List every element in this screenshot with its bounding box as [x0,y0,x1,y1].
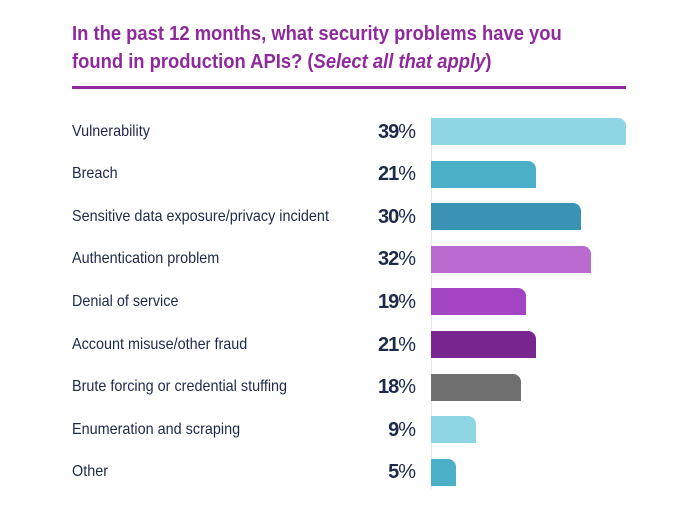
value-label: 21% [360,334,416,356]
bar [431,373,521,401]
value-unit: % [398,376,416,399]
category-label: Vulnerability [72,122,150,140]
title-end: ) [485,51,492,73]
category-label: Enumeration and scraping [72,420,241,438]
chart-title: In the past 12 months, what security pro… [72,20,587,76]
value-unit: % [398,248,416,271]
title-italic: Select all that apply [313,51,486,73]
value-number: 19 [377,290,399,313]
category-label: Account misuse/other fraud [72,335,248,353]
bar [431,288,526,316]
value-number: 32 [377,248,399,271]
value-unit: % [398,205,416,228]
bar [431,245,591,273]
value-label: 39% [360,121,416,143]
title-divider [72,86,626,89]
value-unit: % [398,333,416,356]
title-main: In the past 12 months, what security pro… [72,23,562,73]
category-label: Authentication problem [72,250,220,268]
value-number: 18 [377,376,399,399]
value-number: 30 [377,205,399,228]
value-unit: % [398,290,416,313]
value-label: 18% [360,376,416,398]
bar [431,203,581,231]
category-label: Other [72,463,109,481]
bar [431,458,456,486]
category-label: Brute forcing or credential stuffing [72,378,288,396]
bar [431,331,536,358]
bar [431,160,536,188]
category-label: Sensitive data exposure/privacy incident [72,207,329,225]
category-label: Denial of service [72,292,179,310]
bar [431,416,476,444]
value-number: 21 [377,333,399,356]
value-unit: % [398,461,416,484]
value-unit: % [398,418,416,441]
category-label: Breach [72,165,118,183]
value-unit: % [398,120,416,143]
value-label: 32% [360,248,416,270]
value-label: 21% [360,163,416,185]
bar [431,118,626,145]
value-label: 5% [360,461,416,483]
value-number: 39 [377,120,399,143]
value-number: 21 [377,163,399,186]
value-number: 5 [388,461,399,484]
value-label: 9% [360,419,416,441]
value-unit: % [398,163,416,186]
value-label: 19% [360,291,416,313]
value-label: 30% [360,206,416,228]
value-number: 9 [388,418,399,441]
